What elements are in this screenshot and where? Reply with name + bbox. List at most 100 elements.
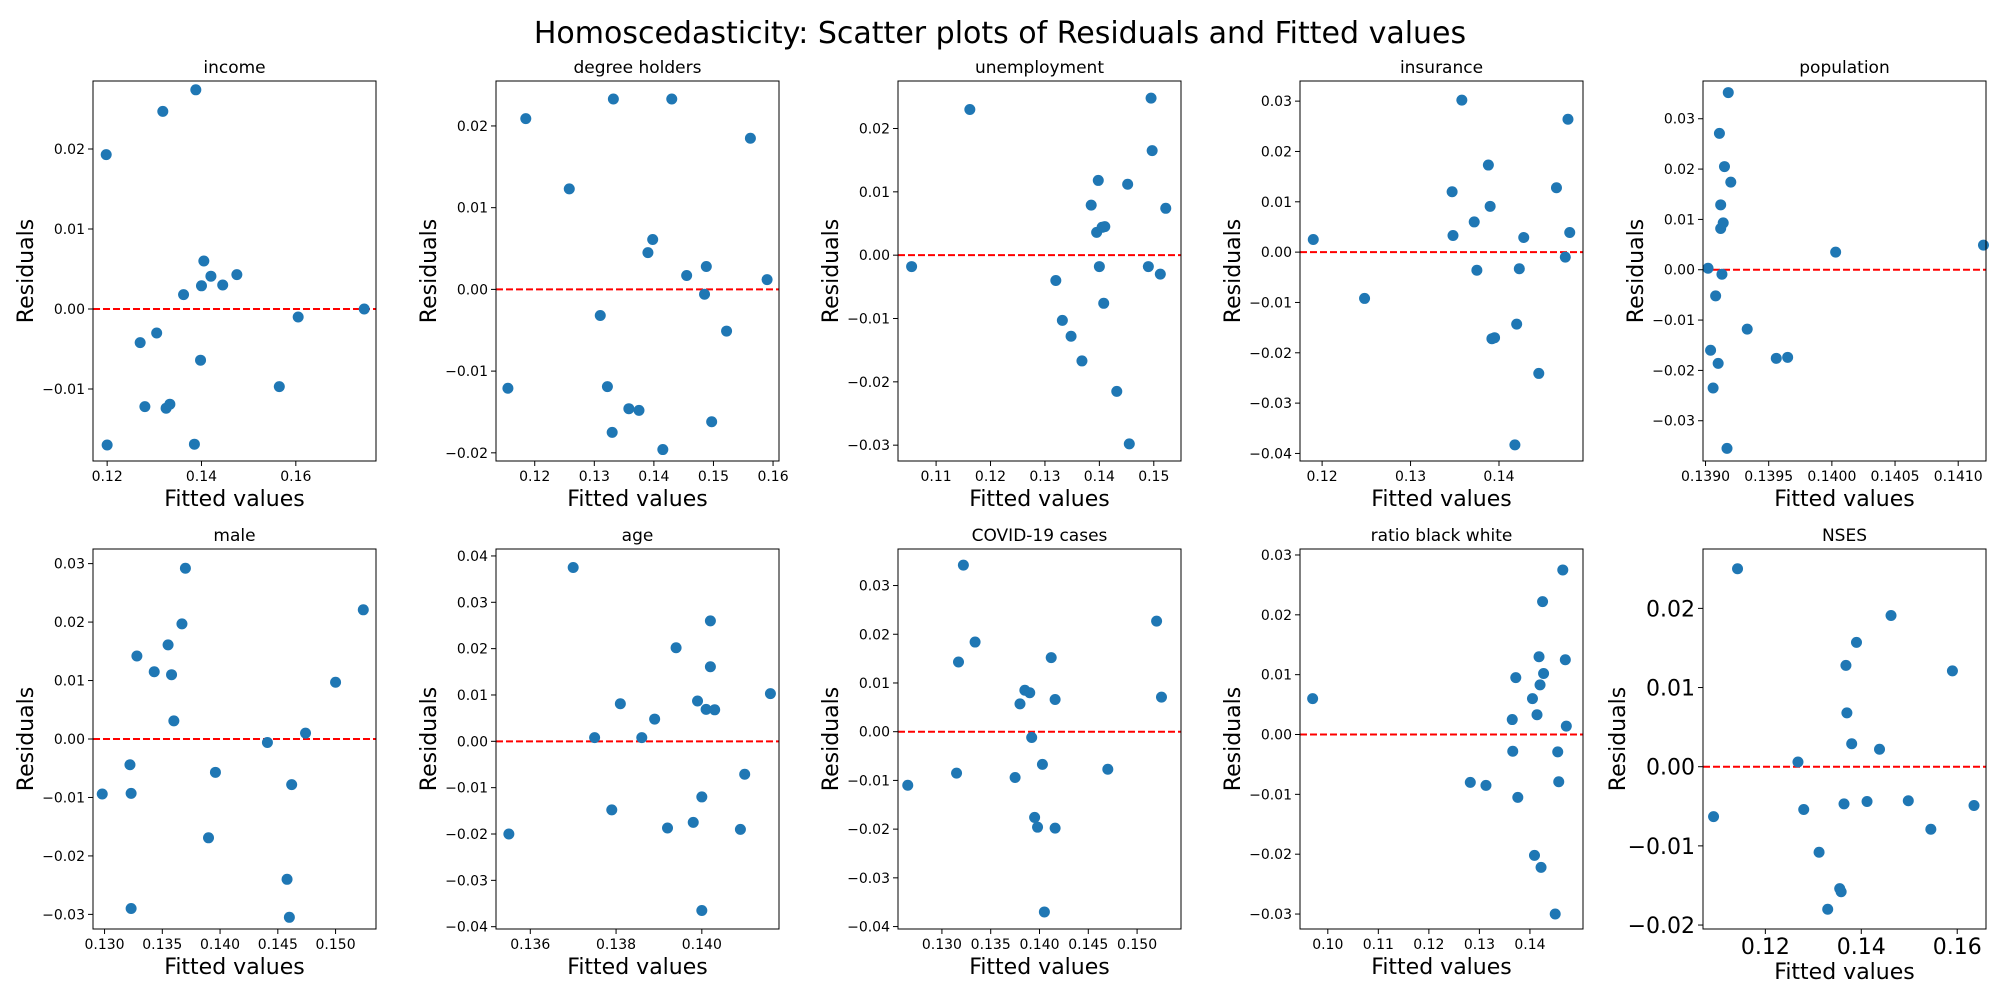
data-point — [606, 426, 618, 438]
data-point — [739, 768, 751, 780]
data-point — [1721, 442, 1733, 454]
data-point — [1707, 382, 1719, 394]
y-tick-label: −0.03 — [1249, 907, 1292, 923]
y-axis-label: Residuals — [819, 219, 844, 323]
data-point — [1528, 849, 1540, 861]
data-point — [168, 715, 180, 727]
data-point — [951, 767, 963, 779]
y-axis-label: Residuals — [14, 219, 39, 323]
data-point — [1822, 903, 1834, 915]
data-point — [606, 804, 618, 816]
x-tick-label: 0.135 — [971, 937, 1011, 953]
subplot-title: unemployment — [975, 58, 1104, 78]
data-point — [1142, 261, 1154, 273]
x-axis-label: Fitted values — [1371, 955, 1511, 980]
data-point — [286, 779, 298, 791]
x-tick-label: 0.140 — [200, 937, 240, 953]
data-point — [157, 105, 169, 117]
data-point — [1014, 698, 1026, 710]
data-point — [1705, 344, 1717, 356]
data-point — [1902, 795, 1914, 807]
subplot-title: degree holders — [574, 58, 702, 78]
y-tick-label: 0.03 — [54, 557, 85, 573]
y-tick-label: 0.00 — [54, 302, 85, 318]
data-point — [1146, 145, 1158, 157]
x-tick-label: 0.130 — [922, 937, 962, 953]
x-tick-label: 0.14 — [1514, 937, 1545, 953]
x-tick-label: 0.16 — [757, 469, 788, 485]
y-tick-label: −0.04 — [1249, 446, 1292, 462]
data-point — [195, 280, 207, 292]
x-tick-label: 0.130 — [85, 937, 125, 953]
data-point — [1840, 659, 1852, 671]
data-point — [198, 255, 210, 267]
data-point — [957, 559, 969, 571]
data-point — [1538, 667, 1550, 679]
subplot-2: degree holders 0.12 0.13 0.14 0.15 0.16 −0.02 −… — [417, 58, 789, 512]
x-tick-label: 0.150 — [1117, 937, 1157, 953]
data-point — [1155, 691, 1167, 703]
data-point — [1559, 251, 1571, 263]
data-point — [164, 398, 176, 410]
data-point — [178, 289, 190, 301]
y-tick-label: 0.00 — [859, 725, 890, 741]
data-point — [1029, 811, 1041, 823]
data-point — [195, 354, 207, 366]
data-point — [1122, 178, 1134, 190]
data-point — [1537, 596, 1549, 608]
y-tick-label: 0.03 — [1664, 112, 1695, 128]
y-tick-label: −0.02 — [1249, 346, 1292, 362]
x-tick-label: 0.135 — [142, 937, 182, 953]
figure-title: Homoscedasticity: Scatter plots of Resid… — [534, 16, 1466, 51]
x-axis-label: Fitted values — [164, 955, 304, 980]
data-point — [567, 562, 579, 574]
y-axis-label: Residuals — [819, 687, 844, 791]
x-tick-label: 0.14 — [1084, 469, 1115, 485]
x-axis-label: Fitted values — [969, 487, 1109, 512]
y-axis-label: Residuals — [1624, 219, 1649, 323]
data-point — [166, 669, 178, 681]
data-point — [687, 816, 699, 828]
data-point — [1038, 906, 1050, 918]
y-tick-label: 0.01 — [457, 201, 488, 217]
y-axis-label: Residuals — [14, 687, 39, 791]
data-point — [700, 261, 712, 273]
y-tick-label: 0.02 — [457, 642, 488, 658]
data-point — [964, 104, 976, 115]
data-point — [1050, 275, 1062, 286]
x-tick-label: 0.13 — [1395, 469, 1426, 485]
plot-frame — [1702, 80, 1987, 462]
data-point — [124, 759, 136, 771]
data-point — [623, 403, 635, 415]
data-point — [520, 113, 532, 125]
data-point — [1307, 693, 1319, 705]
y-tick-label: −0.03 — [1652, 414, 1695, 430]
y-tick-label: 0.02 — [859, 627, 890, 643]
data-point — [1741, 323, 1753, 335]
y-tick-label: 0.00 — [859, 248, 890, 264]
plot-frame — [1299, 548, 1584, 930]
y-tick-label: 0.02 — [1261, 608, 1292, 624]
data-point — [1480, 779, 1492, 791]
data-point — [1835, 886, 1847, 898]
y-tick-label: 0.02 — [1646, 597, 1695, 622]
plot-frame — [1702, 548, 1987, 930]
data-point — [1024, 687, 1036, 699]
data-point — [273, 381, 285, 393]
y-tick-label: −0.01 — [42, 790, 85, 806]
data-point — [125, 787, 137, 799]
y-tick-label: −0.02 — [1249, 847, 1292, 863]
x-tick-label: 0.16 — [1933, 935, 1982, 960]
data-point — [1560, 720, 1572, 732]
data-point — [1792, 756, 1804, 768]
x-tick-label: 0.1390 — [1681, 469, 1730, 485]
data-point — [1145, 92, 1157, 104]
y-axis-label: Residuals — [417, 219, 442, 323]
subplot-8: COVID-19 cases 0.130 0.135 0.140 0.145 0.150 −… — [819, 526, 1182, 980]
x-axis-label: Fitted values — [969, 955, 1109, 980]
data-point — [1841, 707, 1853, 719]
y-tick-label: 0.00 — [1261, 245, 1292, 261]
data-point — [906, 261, 918, 273]
x-tick-label: 0.14 — [1483, 469, 1514, 485]
